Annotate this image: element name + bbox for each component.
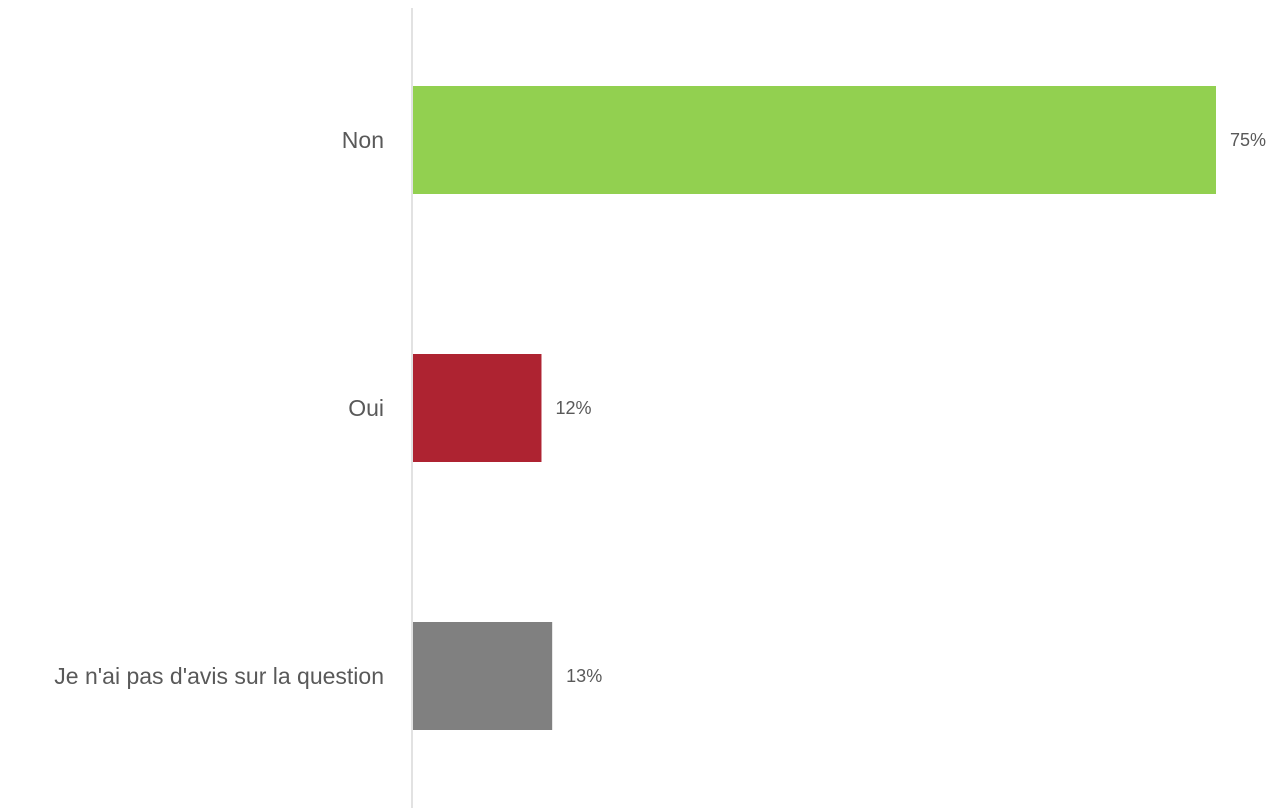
value-label-non: 75% <box>1230 130 1266 150</box>
bar-oui <box>413 354 542 462</box>
value-label-je-n-ai-pas-d-avis-sur-la-question: 13% <box>566 666 602 686</box>
bar-non <box>413 86 1216 194</box>
category-label-non: Non <box>342 127 384 153</box>
labels-layer: Non 75% Oui 12% Je n'ai pas d'avis sur la qu… <box>54 127 1266 689</box>
category-label-oui: Oui <box>348 395 384 421</box>
bar-je-n-ai-pas-d-avis-sur-la-question <box>413 622 553 730</box>
bars-layer <box>413 86 1216 730</box>
value-label-oui: 12% <box>555 398 591 418</box>
category-label-je-n-ai-pas-d-avis-sur-la-question: Je n'ai pas d'avis sur la question <box>54 663 384 689</box>
